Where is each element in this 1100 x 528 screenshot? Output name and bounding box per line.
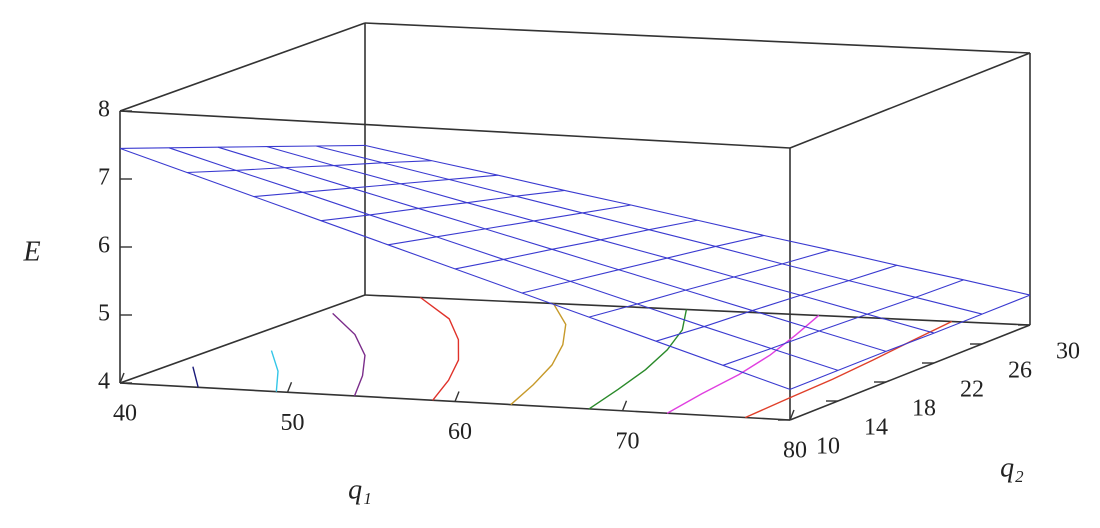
y-tick-label: 10 <box>816 434 840 460</box>
contour-line <box>745 320 953 419</box>
x-tick-label: 80 <box>783 438 807 464</box>
x-tick-label: 70 <box>616 428 640 454</box>
z-tick-label: 4 <box>98 369 110 395</box>
y-tick-label: 30 <box>1056 339 1080 365</box>
mesh-line <box>722 279 964 366</box>
z-tick-label: 8 <box>98 97 110 123</box>
y-tick-label: 18 <box>912 396 936 422</box>
mesh-line <box>588 249 831 318</box>
x-tick <box>286 381 293 393</box>
contour-line <box>332 312 366 397</box>
x-tick-label: 60 <box>448 419 472 445</box>
mesh-line <box>454 219 698 270</box>
contour-line <box>510 303 567 406</box>
box-edge <box>119 294 366 384</box>
y-tick-label: 14 <box>864 415 888 441</box>
box-edge <box>119 110 791 149</box>
x-tick <box>621 400 628 412</box>
y-tick-label: 26 <box>1008 358 1032 384</box>
x-tick-label: 50 <box>281 410 305 436</box>
contour-line <box>270 350 279 392</box>
z-tick-label: 6 <box>98 233 110 259</box>
box-edge <box>364 294 1031 326</box>
contour-line <box>588 309 688 410</box>
mesh-line <box>119 144 366 149</box>
x-tick-label: 40 <box>113 401 137 427</box>
box-edge <box>789 324 1031 421</box>
mesh-line <box>789 294 1031 390</box>
box-edge <box>364 22 1031 54</box>
mesh-line <box>387 204 632 246</box>
contour-line <box>419 296 460 401</box>
mesh-line <box>253 174 499 198</box>
x-axis-label: q₁ <box>348 474 372 505</box>
contour-line <box>192 366 199 388</box>
z-tick-label: 7 <box>98 165 110 191</box>
box-edge <box>119 22 366 112</box>
y-axis-label: q₂ <box>1000 452 1024 483</box>
contour-line <box>666 314 820 414</box>
y-tick-label: 22 <box>960 377 984 403</box>
mesh-line <box>320 189 565 222</box>
z-tick-label: 5 <box>98 301 110 327</box>
x-tick <box>454 391 460 402</box>
x-tick <box>119 372 125 384</box>
mesh-line <box>521 234 765 294</box>
mesh-line <box>186 160 432 174</box>
x-tick <box>789 409 795 421</box>
box-edge <box>789 52 1031 149</box>
z-axis-label: E <box>22 236 40 267</box>
mesh-line <box>655 264 898 342</box>
